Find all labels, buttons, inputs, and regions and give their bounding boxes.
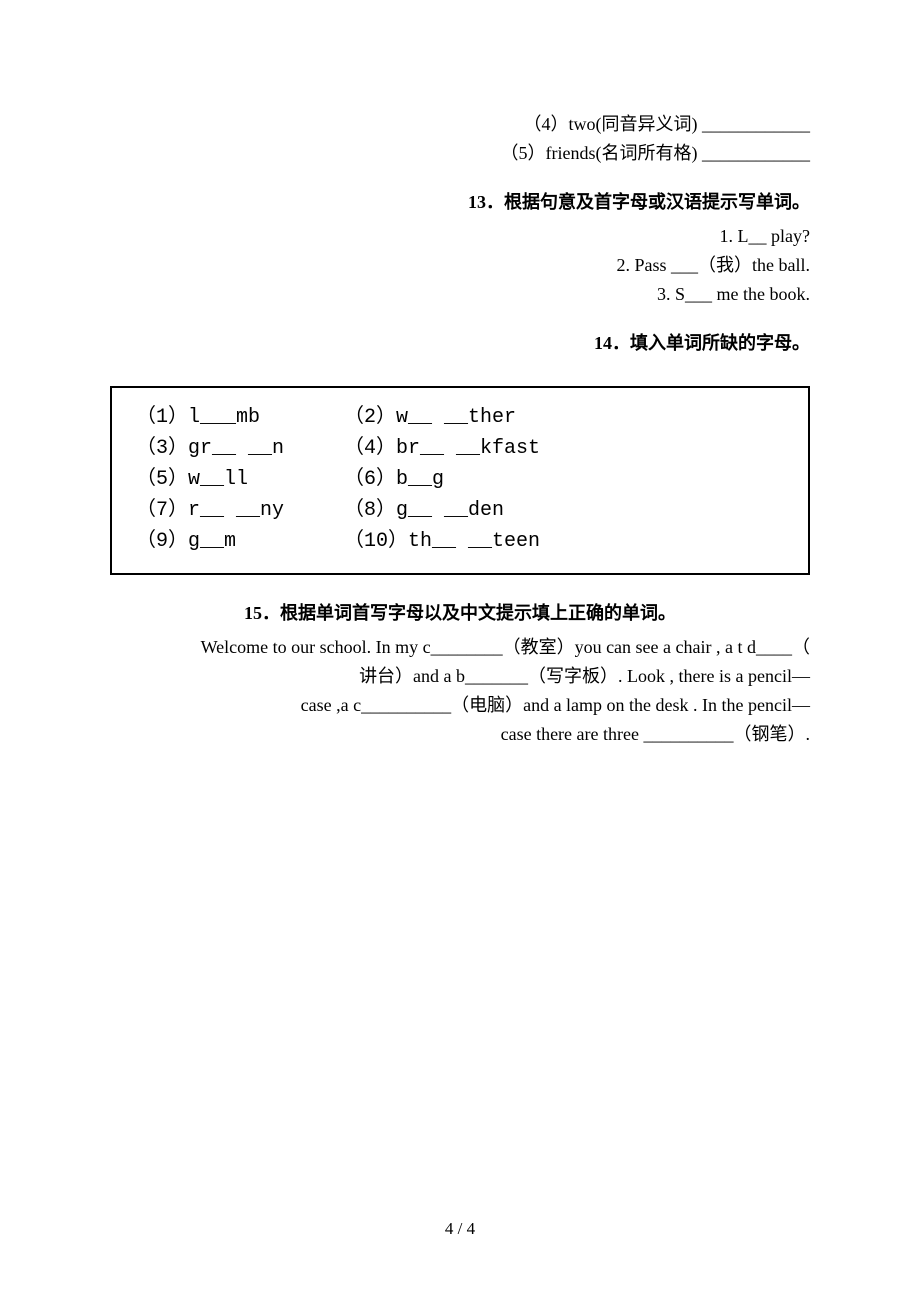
q14-row3: （5）w__ll （6）b__g (136, 464, 784, 495)
q12-line4: （4）two(同音异义词) ____________ (110, 110, 810, 139)
q14-figure-box: （1）l___mb （2）w__ __ther（3）gr__ __n （4）br… (110, 386, 810, 575)
page-number: 4 / 4 (0, 1215, 920, 1242)
q15-line4: case there are three __________（钢笔）. (110, 720, 810, 749)
q13-line2: 2. Pass ___（我）the ball. (110, 251, 810, 280)
q14-row5: （9）g__m （10）th__ __teen (136, 526, 784, 557)
q13-line3: 3. S___ me the book. (110, 280, 810, 309)
q15-heading: 15．根据单词首写字母以及中文提示填上正确的单词。 (110, 599, 810, 628)
q14-row4: （7）r__ __ny （8）g__ __den (136, 495, 784, 526)
q14-figure-wrap: （1）l___mb （2）w__ __ther（3）gr__ __n （4）br… (110, 386, 810, 575)
q12-line5: （5）friends(名词所有格) ____________ (110, 139, 810, 168)
q14-row1: （1）l___mb （2）w__ __ther (136, 402, 784, 433)
q14-row2: （3）gr__ __n （4）br__ __kfast (136, 433, 784, 464)
q14-heading: 14．填入单词所缺的字母。 (110, 329, 810, 358)
q13-heading: 13．根据句意及首字母或汉语提示写单词。 (110, 188, 810, 217)
q15-paragraph: Welcome to our school. In my c________（教… (110, 633, 810, 748)
q15-line1: Welcome to our school. In my c________（教… (110, 633, 810, 662)
q15-line2: 讲台）and a b_______（写字板）. Look , there is … (110, 662, 810, 691)
q15-line3: case ,a c__________（电脑）and a lamp on the… (110, 691, 810, 720)
q15-section: 15．根据单词首写字母以及中文提示填上正确的单词。 Welcome to our… (0, 575, 920, 749)
q13-line1: 1. L__ play? (110, 222, 810, 251)
page-content: （4）two(同音异义词) ____________ （5）friends(名词… (0, 0, 920, 358)
